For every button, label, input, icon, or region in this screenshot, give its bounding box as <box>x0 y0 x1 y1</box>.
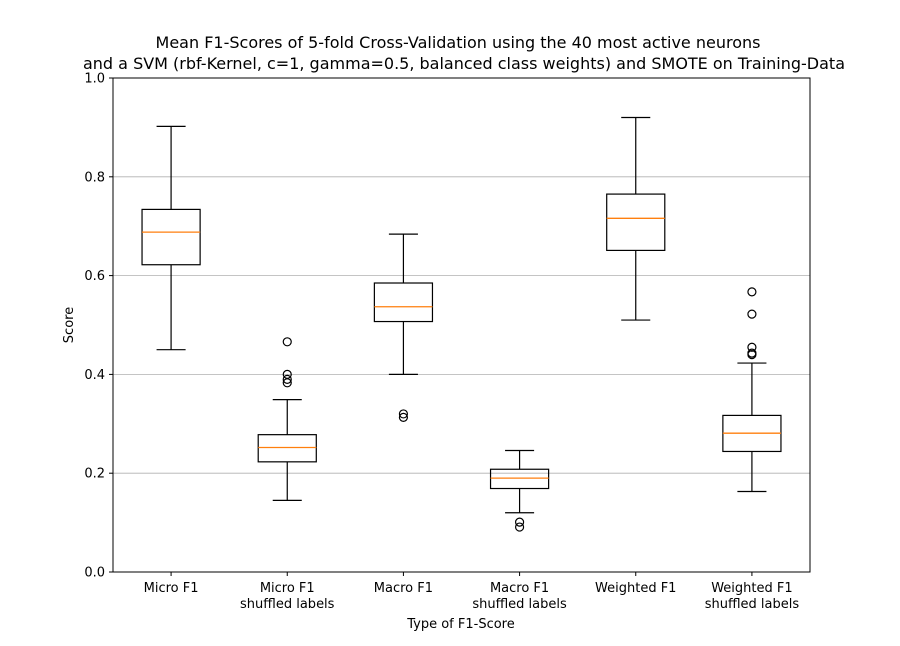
outlier-point <box>747 309 757 319</box>
y-tick-label: 0.4 <box>84 368 105 383</box>
y-axis: 0.0 0.2 0.4 0.6 0.8 1.0 <box>84 72 113 581</box>
box-group <box>722 287 782 493</box>
x-tick-label: Micro F1 <box>260 581 315 596</box>
x-tick-label: shuffled labels <box>240 597 335 612</box>
outlier-point <box>514 517 525 527</box>
outlier-point <box>747 287 757 297</box>
box-series <box>141 116 782 532</box>
outlier-point <box>398 409 409 419</box>
x-tick-label: shuffled labels <box>472 597 567 612</box>
x-tick-label: Macro F1 <box>490 581 549 596</box>
outlier-point <box>282 374 292 384</box>
box-iqr <box>489 468 550 490</box>
y-tick-label: 0.2 <box>84 467 105 482</box>
x-axis-label: Type of F1-Score <box>406 617 515 632</box>
y-tick-label: 0.0 <box>84 566 105 581</box>
box-iqr <box>606 193 666 252</box>
outlier-point <box>398 412 409 422</box>
box-group <box>489 449 550 532</box>
plot-frame <box>112 77 811 573</box>
x-tick-label: shuffled labels <box>705 597 800 612</box>
y-tick-label: 0.8 <box>84 170 105 185</box>
x-tick-label: Weighted F1 <box>711 581 792 596</box>
box-iqr <box>141 208 201 266</box>
y-gridlines <box>113 176 810 474</box>
x-tick-label: Weighted F1 <box>595 581 676 596</box>
box-group <box>257 337 317 501</box>
outlier-point <box>282 337 292 347</box>
y-tick-label: 1.0 <box>84 72 105 87</box>
chart-title: Mean F1-Scores of 5-fold Cross-Validatio… <box>83 33 845 73</box>
outlier-point <box>747 350 757 360</box>
box-iqr <box>257 434 317 463</box>
box-group <box>141 125 201 351</box>
chart-title-line-1: Mean F1-Scores of 5-fold Cross-Validatio… <box>156 33 761 52</box>
y-tick-label: 0.6 <box>84 269 105 284</box>
box-group <box>373 233 434 422</box>
box-iqr <box>373 282 434 323</box>
outlier-point <box>282 378 292 388</box>
x-tick-label: Macro F1 <box>374 581 433 596</box>
box-group <box>606 116 666 321</box>
x-tick-label: Micro F1 <box>144 581 199 596</box>
y-axis-label: Score <box>62 307 77 343</box>
outlier-point <box>514 522 525 532</box>
chart-title-line-2: and a SVM (rbf-Kernel, c=1, gamma=0.5, b… <box>83 54 845 73</box>
